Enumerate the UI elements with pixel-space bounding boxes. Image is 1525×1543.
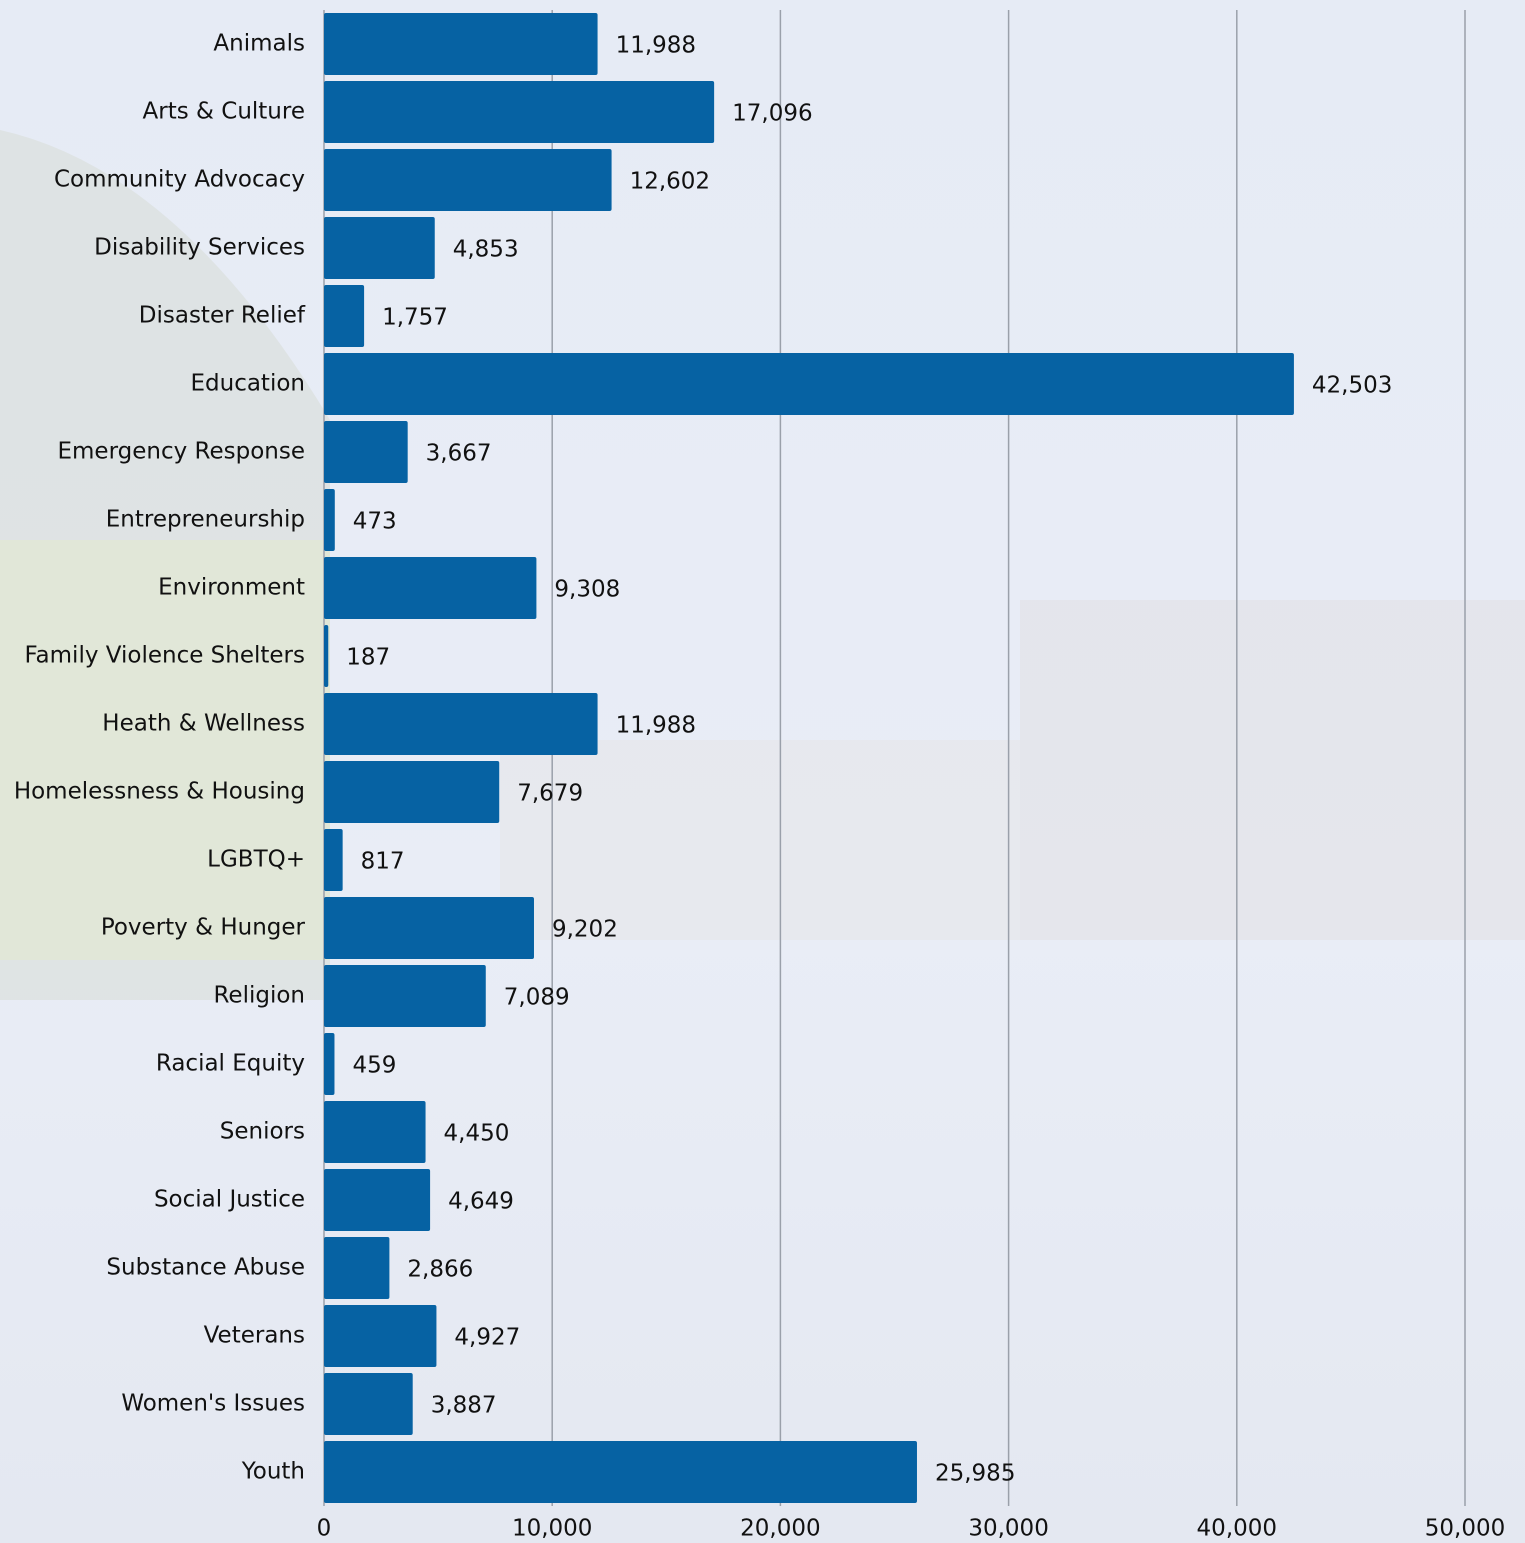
y-tick-label: Women's Issues xyxy=(121,1391,305,1417)
value-label: 7,089 xyxy=(504,985,570,1011)
value-label: 42,503 xyxy=(1312,373,1392,399)
bar xyxy=(324,1441,917,1503)
value-label: 1,757 xyxy=(382,305,448,331)
bar xyxy=(324,1033,334,1095)
y-tick-label: Emergency Response xyxy=(58,439,306,465)
bar xyxy=(324,1237,389,1299)
bar xyxy=(324,421,408,483)
value-label: 7,679 xyxy=(517,781,583,807)
value-label: 17,096 xyxy=(732,101,812,127)
value-label: 4,853 xyxy=(453,237,519,263)
x-tick-label: 50,000 xyxy=(1425,1516,1505,1542)
value-label: 817 xyxy=(361,849,405,875)
value-label: 9,308 xyxy=(554,577,620,603)
bar xyxy=(324,217,435,279)
bar xyxy=(324,829,343,891)
y-tick-label: Racial Equity xyxy=(156,1051,305,1077)
value-label: 12,602 xyxy=(630,169,710,195)
y-tick-label: Disability Services xyxy=(94,235,305,261)
bar xyxy=(324,625,328,687)
bar xyxy=(324,149,612,211)
value-label: 2,866 xyxy=(407,1257,473,1283)
value-label: 459 xyxy=(352,1053,396,1079)
x-tick-label: 30,000 xyxy=(968,1516,1048,1542)
value-label: 4,649 xyxy=(448,1189,514,1215)
x-tick-label: 20,000 xyxy=(740,1516,820,1542)
bar xyxy=(324,353,1294,415)
y-tick-label: Environment xyxy=(158,575,305,601)
bar xyxy=(324,761,499,823)
chart: 0 10,000 20,000 30,000 40,000 50,000 Animals 11… xyxy=(0,0,1525,1543)
value-label: 4,927 xyxy=(454,1325,520,1351)
y-tick-label: Homelessness & Housing xyxy=(14,779,305,805)
bar xyxy=(324,693,598,755)
x-tick-label: 40,000 xyxy=(1197,1516,1277,1542)
bar xyxy=(324,285,364,347)
y-tick-label: Disaster Relief xyxy=(139,303,306,329)
value-label: 3,887 xyxy=(431,1393,497,1419)
bar xyxy=(324,13,598,75)
y-tick-label: Entrepreneurship xyxy=(106,507,305,533)
bar xyxy=(324,1101,426,1163)
bar xyxy=(324,1169,430,1231)
y-tick-label: Arts & Culture xyxy=(143,99,305,125)
bar xyxy=(324,81,714,143)
bar xyxy=(324,965,486,1027)
y-tick-label: Poverty & Hunger xyxy=(101,915,306,941)
y-tick-label: Education xyxy=(190,371,305,397)
bridge-light xyxy=(0,540,330,960)
skyline-decoration xyxy=(500,740,1020,940)
y-tick-label: Substance Abuse xyxy=(106,1255,305,1281)
value-label: 473 xyxy=(353,509,397,535)
y-tick-label: Seniors xyxy=(220,1119,305,1145)
value-label: 25,985 xyxy=(935,1461,1015,1487)
y-tick-label: Social Justice xyxy=(154,1187,305,1213)
bar xyxy=(324,897,534,959)
bar xyxy=(324,1305,436,1367)
bar xyxy=(324,557,536,619)
y-tick-label: Religion xyxy=(213,983,305,1009)
value-label: 3,667 xyxy=(426,441,492,467)
y-tick-label: Community Advocacy xyxy=(54,167,305,193)
skyline-decoration xyxy=(1020,600,1525,940)
y-tick-label: Family Violence Shelters xyxy=(24,643,305,669)
y-tick-label: Youth xyxy=(241,1459,305,1485)
x-tick-label: 10,000 xyxy=(512,1516,592,1542)
y-tick-label: Veterans xyxy=(204,1323,305,1349)
value-label: 9,202 xyxy=(552,917,618,943)
y-tick-label: Animals xyxy=(213,31,305,57)
value-label: 11,988 xyxy=(616,33,696,59)
bar xyxy=(324,489,335,551)
y-tick-label: Heath & Wellness xyxy=(102,711,305,737)
bar xyxy=(324,1373,413,1435)
value-label: 187 xyxy=(346,645,390,671)
x-tick-label: 0 xyxy=(317,1516,332,1542)
value-label: 4,450 xyxy=(444,1121,510,1147)
value-label: 11,988 xyxy=(616,713,696,739)
y-tick-label: LGBTQ+ xyxy=(207,847,305,873)
